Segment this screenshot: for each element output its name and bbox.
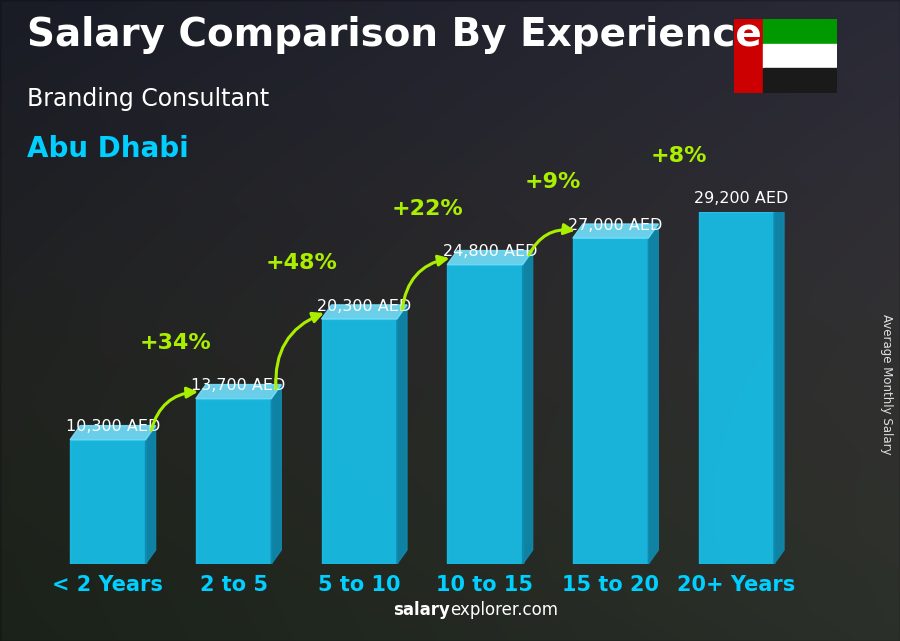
Text: +34%: +34%	[140, 333, 212, 353]
Text: 20,300 AED: 20,300 AED	[317, 299, 411, 313]
Text: 10,300 AED: 10,300 AED	[66, 419, 160, 435]
Polygon shape	[523, 251, 533, 564]
Polygon shape	[321, 319, 397, 564]
Text: 27,000 AED: 27,000 AED	[569, 218, 662, 233]
Polygon shape	[573, 238, 648, 564]
Bar	[763, 44, 837, 69]
Text: 13,700 AED: 13,700 AED	[192, 378, 285, 394]
Polygon shape	[196, 399, 271, 564]
Polygon shape	[321, 305, 407, 319]
Text: salary: salary	[393, 601, 450, 619]
Text: Salary Comparison By Experience: Salary Comparison By Experience	[27, 16, 761, 54]
Text: 24,800 AED: 24,800 AED	[443, 244, 537, 260]
Text: 29,200 AED: 29,200 AED	[694, 191, 788, 206]
Polygon shape	[648, 224, 658, 564]
Polygon shape	[196, 385, 282, 399]
Polygon shape	[698, 212, 774, 564]
Polygon shape	[70, 440, 146, 564]
Bar	[763, 19, 837, 44]
Polygon shape	[271, 385, 282, 564]
Polygon shape	[447, 265, 523, 564]
Text: +8%: +8%	[650, 146, 706, 166]
Polygon shape	[146, 426, 156, 564]
Polygon shape	[447, 251, 533, 265]
Polygon shape	[397, 305, 407, 564]
Text: +48%: +48%	[266, 253, 338, 273]
Polygon shape	[774, 197, 784, 564]
Polygon shape	[70, 426, 156, 440]
Polygon shape	[573, 224, 658, 238]
Text: Average Monthly Salary: Average Monthly Salary	[880, 314, 893, 455]
Text: Abu Dhabi: Abu Dhabi	[27, 135, 189, 163]
Text: +9%: +9%	[525, 172, 580, 192]
Polygon shape	[698, 197, 784, 212]
Bar	[763, 69, 837, 93]
Text: +22%: +22%	[392, 199, 463, 219]
Text: explorer.com: explorer.com	[450, 601, 558, 619]
Text: Branding Consultant: Branding Consultant	[27, 87, 269, 110]
Bar	[734, 19, 763, 93]
